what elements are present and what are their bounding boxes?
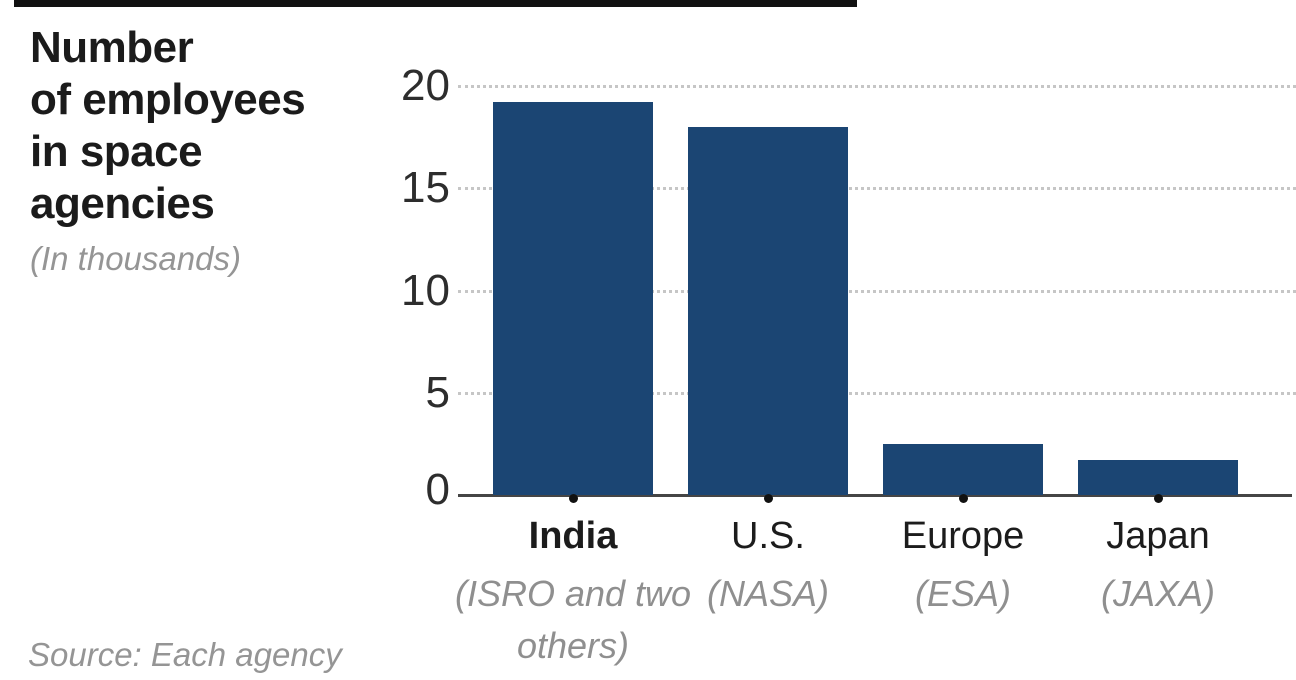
category-agency-note: (ESA) [914,573,1011,614]
category-agency-note: (ISRO and two others) [454,573,692,666]
x-axis-label-japan: Japan (JAXA) [1028,514,1288,620]
category-agency-note: (JAXA) [1100,573,1215,614]
gridline-15 [458,187,1296,191]
chart-title-line-3: in space [30,127,203,176]
x-axis-tick-dot [958,494,968,503]
bar-europe [883,443,1043,495]
chart-units-note: (In thousands) [30,240,241,277]
category-name: Europe [901,515,1025,557]
x-axis-label-us: U.S. (NASA) [638,514,898,620]
x-axis-tick-dot [568,494,578,503]
x-axis-label-india: India (ISRO and two others) [443,514,703,672]
category-name: Japan [1106,515,1210,557]
gridline-5 [458,391,1296,395]
category-name: India [528,515,618,557]
category-name: U.S. [731,515,805,557]
chart-title-line-1: Number [30,23,194,72]
x-axis-label-europe: Europe (ESA) [833,514,1093,620]
chart-title: Number of employees in space agencies [30,22,306,230]
chart-title-line-2: of employees [30,75,306,124]
x-axis-tick-dot [763,494,773,503]
x-axis-tick-dot [1153,494,1163,503]
bar-india [493,102,653,495]
source-note: Source: Each agency [28,636,342,673]
gridline-10 [458,289,1296,293]
category-agency-note: (NASA) [706,573,829,614]
top-border-bar [14,0,857,7]
bar-japan [1078,460,1238,495]
x-axis-line [458,494,1292,497]
gridline-20 [458,85,1296,88]
chart-title-line-4: agencies [30,179,215,228]
bar-us [688,126,848,495]
